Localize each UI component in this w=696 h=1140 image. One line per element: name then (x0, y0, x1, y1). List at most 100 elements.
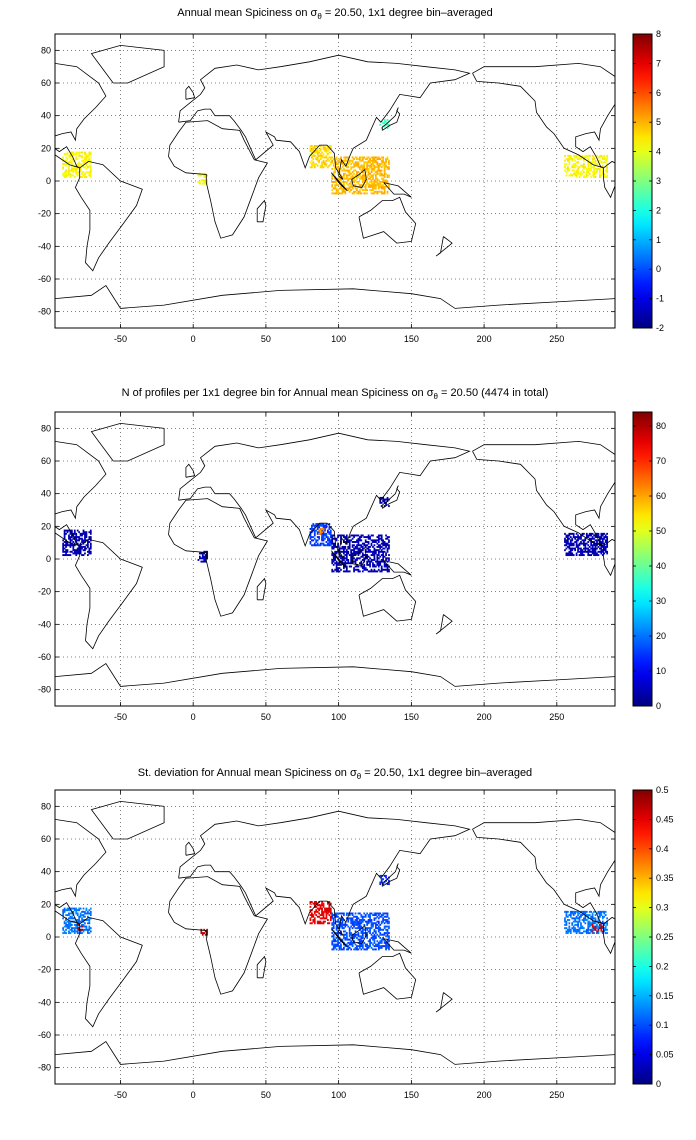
data-cell (383, 163, 386, 165)
data-cell (72, 159, 75, 162)
data-cell (353, 541, 355, 543)
data-cell (353, 164, 355, 167)
data-cell (328, 904, 331, 907)
data-cell (591, 547, 594, 550)
data-cell (382, 541, 385, 543)
data-cell (354, 920, 357, 923)
data-cell (316, 910, 319, 913)
data-cell (79, 920, 82, 923)
data-cell (69, 925, 72, 928)
data-cell (334, 166, 337, 169)
coastline (74, 916, 143, 1028)
colorbar-tick-label: 60 (656, 491, 666, 501)
colorbar-tick-label: 0 (656, 1079, 661, 1089)
data-cell (360, 914, 363, 917)
data-cell (366, 920, 369, 923)
coastline (55, 818, 107, 925)
data-cell (79, 167, 82, 170)
data-cell (88, 549, 91, 552)
data-cell (587, 932, 590, 935)
data-cell (574, 928, 577, 931)
data-cell (63, 930, 66, 933)
data-cell (375, 539, 377, 542)
data-cell (360, 184, 363, 187)
data-cell (377, 163, 380, 165)
data-cell (328, 164, 331, 167)
data-cell (565, 914, 568, 917)
data-cell (335, 568, 338, 571)
coastline (168, 120, 269, 239)
data-cell (356, 919, 358, 921)
data-cell (376, 943, 379, 946)
data-cell (62, 172, 65, 175)
data-cell (366, 182, 369, 185)
data-cell (386, 919, 389, 921)
coastline (351, 168, 367, 188)
data-cell (604, 534, 607, 537)
data-cell (319, 917, 322, 920)
data-cell (71, 153, 73, 156)
data-cell (75, 532, 78, 535)
data-cell (335, 570, 338, 573)
data-cell (369, 945, 371, 948)
data-cell (383, 172, 386, 175)
data-cell (567, 932, 569, 935)
data-cell (361, 932, 364, 935)
data-cell (584, 539, 587, 542)
data-cell (309, 902, 312, 905)
data-cell (76, 158, 79, 161)
data-cell (596, 544, 598, 547)
data-cell (382, 500, 385, 503)
data-cell (575, 154, 578, 157)
data-cell (88, 171, 91, 174)
data-cell (322, 159, 325, 162)
data-cell (331, 932, 334, 935)
data-cell (78, 907, 81, 910)
data-cell (377, 537, 380, 540)
data-cell (65, 545, 67, 548)
data-cell (311, 149, 313, 152)
data-cell (606, 550, 609, 553)
data-cell (345, 550, 348, 553)
data-cell (572, 154, 575, 157)
data-cell (373, 541, 376, 543)
data-cell (372, 181, 374, 183)
data-cell (366, 189, 369, 192)
data-cell (584, 537, 587, 540)
data-cell (361, 156, 364, 159)
data-cell (571, 927, 574, 930)
data-cell (572, 172, 575, 175)
data-cell (596, 169, 598, 172)
data-cell (379, 547, 382, 550)
data-cell (597, 536, 600, 539)
data-cell (88, 537, 91, 540)
data-cell (325, 148, 328, 151)
data-cell (379, 563, 382, 566)
data-cell (319, 145, 322, 147)
data-cell (75, 156, 78, 159)
data-cell (328, 156, 331, 159)
data-cell (593, 541, 595, 543)
data-cell (571, 544, 574, 547)
data-cell (593, 164, 595, 167)
data-cell (572, 536, 575, 539)
data-cell (383, 550, 386, 553)
data-cell (373, 190, 376, 193)
data-cell (385, 568, 387, 571)
data-cell (572, 544, 575, 547)
data-cell (375, 935, 377, 938)
data-cell (590, 534, 593, 537)
data-cell (345, 156, 348, 159)
data-cell (369, 550, 371, 553)
data-cell (574, 166, 577, 169)
data-cell (316, 527, 319, 530)
data-cell (71, 928, 73, 931)
data-cell (65, 928, 67, 931)
data-cell (357, 544, 360, 547)
data-cell (604, 928, 607, 931)
data-cell (379, 158, 382, 161)
data-cell (327, 539, 329, 542)
data-cell (357, 181, 360, 183)
data-cell (75, 153, 78, 156)
data-cell (375, 948, 377, 951)
